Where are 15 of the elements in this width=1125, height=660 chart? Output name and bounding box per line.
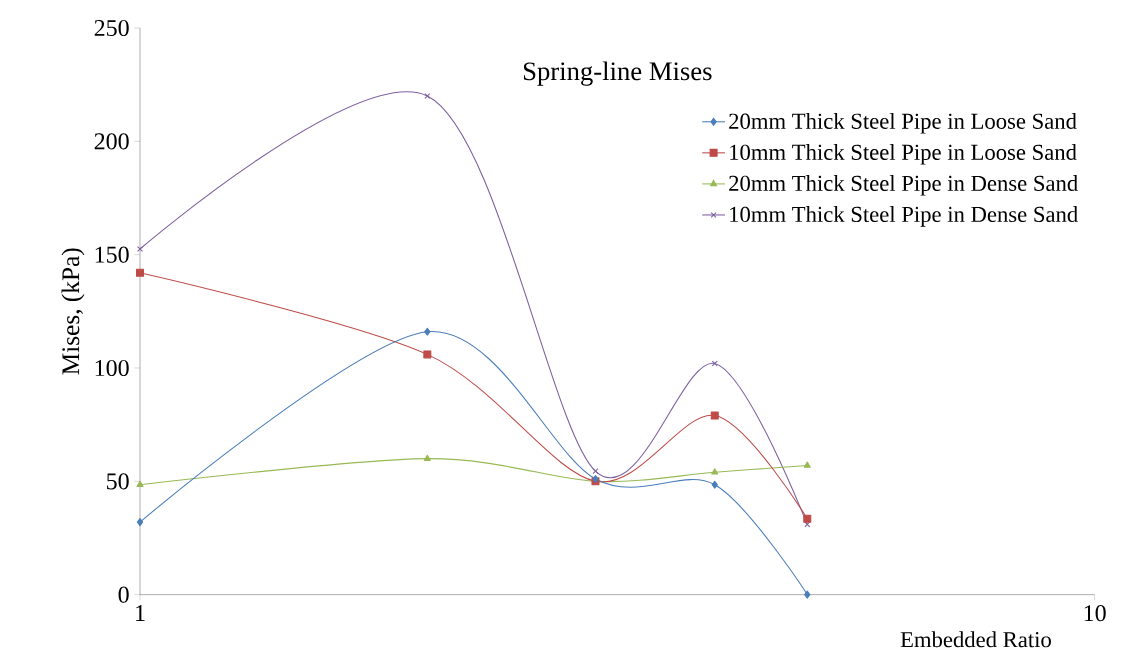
x-tick-label: 1 — [136, 605, 145, 621]
y-tick-label: 50 — [107, 473, 129, 490]
y-tick-label: 250 — [94, 19, 129, 37]
legend-label: 10mm Thick Steel Pipe in Loose Sand — [730, 143, 1077, 165]
y-tick-label: 150 — [95, 246, 129, 263]
y-tick-label: 0 — [118, 586, 129, 603]
text: Spring-line Mises — [523, 61, 712, 86]
y-tick-label: 100 — [95, 359, 129, 377]
legend-label: 20mm Thick Steel Pipe in Dense Sand — [729, 175, 1078, 196]
legend-label: 20mm Thick Steel Pipe in Loose Sand — [729, 112, 1077, 134]
x-axis-title: Embedded Ratio — [900, 631, 1051, 648]
legend-label: 10mm Thick Steel Pipe in Dense Sand — [730, 206, 1078, 227]
x-tick-label: 10 — [1084, 605, 1106, 622]
y-tick-label: 200 — [94, 133, 129, 150]
y-axis-title: Mises, (kPa) — [61, 248, 85, 375]
